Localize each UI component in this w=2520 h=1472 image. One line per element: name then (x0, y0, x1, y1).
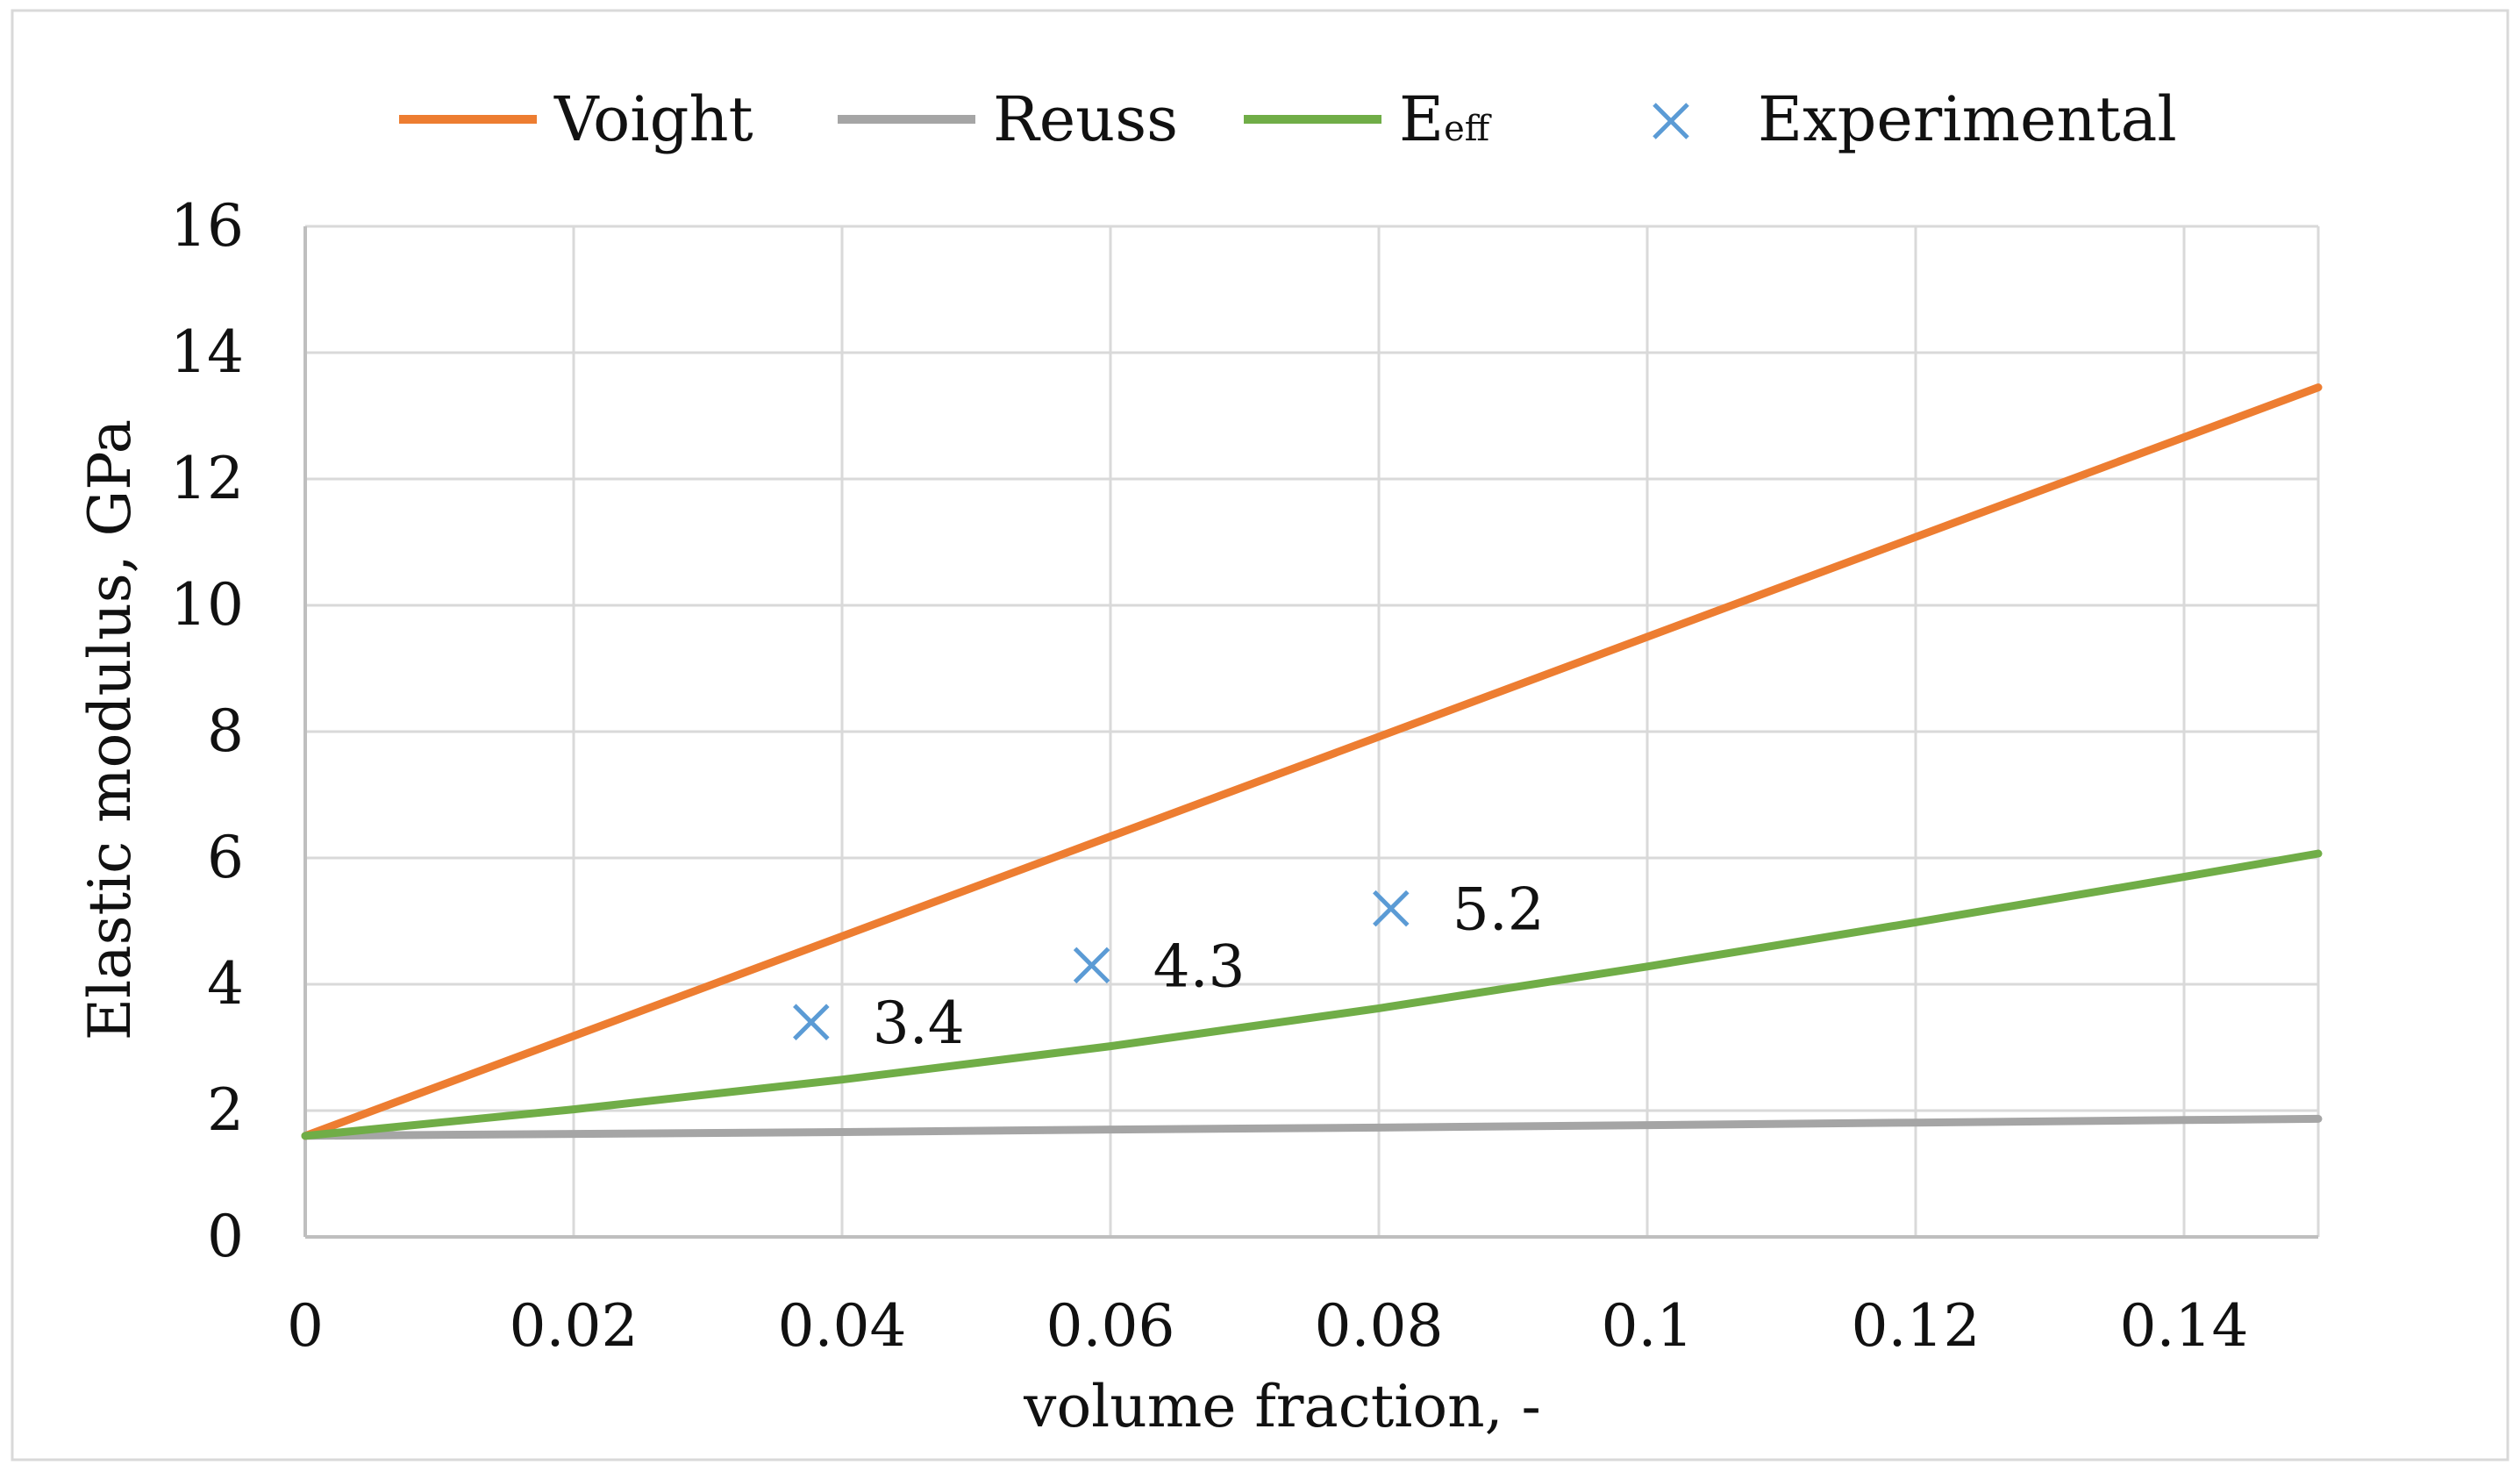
x-tick-label: 0.02 (510, 1292, 639, 1360)
data-label: 3.4 (873, 990, 965, 1057)
tick-labels: 0 2 4 6 8 10 12 14 16 0 0.02 0.04 0.06 0.08 0.1 0.12 0.1… (170, 192, 2248, 1360)
data-point-experimental (793, 1004, 830, 1040)
marker-stroke (1373, 890, 1410, 927)
legend-label-reuss: Reuss (993, 83, 1178, 155)
y-tick-label: 0 (207, 1203, 244, 1270)
y-tick-label: 6 (207, 824, 244, 891)
legend-label-eeff: Eeff (1399, 83, 1492, 155)
series-line-voight (301, 383, 2323, 1140)
data-point-experimental (1073, 947, 1110, 984)
axes (303, 226, 2318, 1239)
y-tick-label: 12 (170, 445, 244, 512)
series-line-reuss (301, 1114, 2323, 1140)
y-tick-label: 14 (170, 318, 244, 386)
legend-swatch-experimental (1653, 103, 1689, 139)
chart-frame (11, 9, 2509, 1461)
data-point-experimental (1373, 890, 1410, 927)
y-tick-label: 16 (170, 192, 244, 260)
x-tick-label: 0.08 (1315, 1292, 1444, 1360)
y-tick-label: 10 (170, 571, 244, 639)
y-tick-label: 4 (207, 950, 244, 1018)
x-tick-label: 0 (287, 1292, 324, 1360)
legend-label-eeff-sub: eff (1444, 109, 1492, 149)
x-tick-label: 0.12 (1852, 1292, 1981, 1360)
legend: Voight Reuss Eeff Experimental (399, 83, 2177, 155)
data-label: 4.3 (1153, 933, 1246, 1000)
x-tick-label: 0.06 (1046, 1292, 1175, 1360)
marker-stroke (1073, 947, 1110, 984)
x-axis-title: volume fraction, - (1023, 1373, 1541, 1440)
legend-label-experimental: Experimental (1758, 83, 2177, 155)
legend-label-eeff-main: E (1399, 83, 1444, 155)
series-line-eeff (301, 849, 2323, 1140)
x-tick-label: 0.14 (2120, 1292, 2249, 1360)
x-tick-label: 0.1 (1602, 1292, 1694, 1360)
data-label: 5.2 (1453, 876, 1545, 944)
x-tick-label: 0.04 (778, 1292, 907, 1360)
gridlines (305, 225, 2320, 1237)
y-tick-label: 8 (207, 697, 244, 765)
y-axis-title: Elastic modulus, GPa (76, 419, 144, 1040)
marker-stroke (793, 1004, 830, 1040)
y-tick-label: 2 (207, 1076, 244, 1144)
series-layer: 3.4 4.3 5.2 (301, 383, 2323, 1140)
legend-label-voight: Voight (553, 83, 753, 155)
